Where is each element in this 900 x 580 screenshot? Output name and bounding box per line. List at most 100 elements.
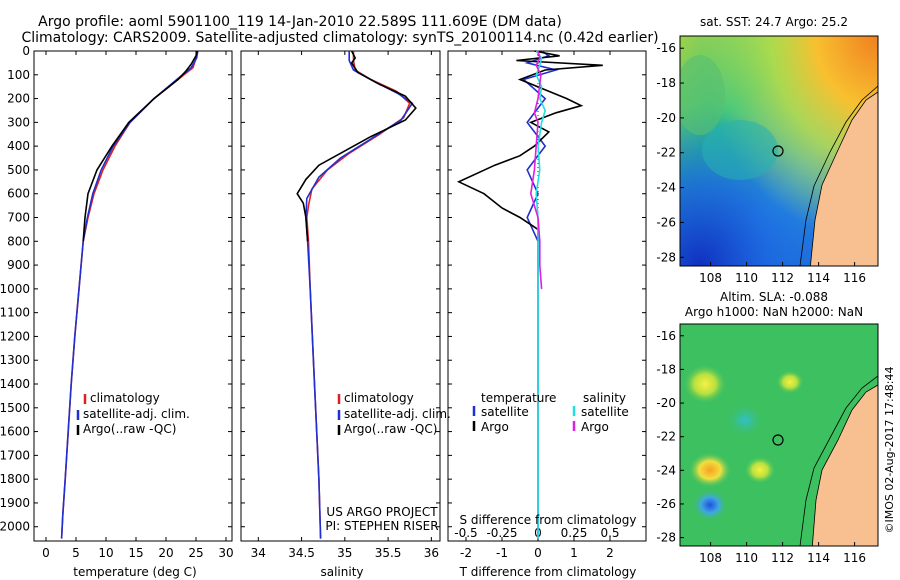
x-tick-label: 35.5 [375,546,402,560]
map-x-tick-label: 116 [843,271,866,285]
legend-label-s-satellite: satellite [581,405,629,419]
legend-label-climatology: climatology [344,391,414,405]
plot-frame [447,50,647,542]
x-tick-label: -2 [460,546,472,560]
y-tick-label: 1500 [0,401,30,415]
y-tick-label: 500 [7,163,30,177]
x-tick-label: 34.5 [288,546,315,560]
legend-title-temperature: temperature [481,391,556,405]
argo-position-marker [772,145,784,157]
x-tick-label: 25 [188,546,203,560]
x-tick-label: 10 [98,546,113,560]
temperature-legend: climatology satellite-adj. clim. Argo(..… [76,391,190,436]
salinity-panel: 34 34.5 35 35.5 36 [240,50,441,560]
series-line-salinity-argo [529,50,543,289]
temperature-panel: 0100200300400500600700800900100011001200… [0,44,234,560]
legend-label-satellite: satellite-adj. clim. [83,407,190,421]
y-tick-label: 1200 [0,329,30,343]
y-tick-label: 600 [7,187,30,201]
map-x-tick-label: 110 [735,271,758,285]
map-y-tick-label: -22 [656,430,676,444]
map-y-tick-label: -28 [656,531,676,545]
x-tick-label: 2 [606,546,614,560]
series-line-temperature-satellite [521,50,560,539]
land-mass [809,91,878,266]
series-line-argo-raw-qc- [82,50,198,242]
x-top-tick-label: 0.25 [561,526,588,540]
imos-stamp: ©IMOS 02-Aug-2017 17:48:44 [883,367,896,534]
temperature-xlabel: temperature (deg C) [73,565,196,579]
map-x-tick-label: 112 [771,551,794,565]
legend-label-t-satellite: satellite [481,405,529,419]
map-y-tick-label: -26 [656,497,676,511]
y-tick-label: 1900 [0,496,30,510]
map-x-tick-label: 114 [807,551,830,565]
x-top-tick-label: -0.5 [454,526,477,540]
difference-legend: temperature salinity satellite Argo sate… [472,391,629,434]
map-y-tick-label: -20 [656,111,676,125]
salinity-xlabel: salinity [320,565,363,579]
legend-label-climatology: climatology [90,391,160,405]
land-mass [811,384,878,546]
argo-position-marker [772,434,784,446]
map-y-tick-label: -18 [656,76,676,90]
map-y-tick-label: -28 [656,250,676,264]
map-y-tick-label: -24 [656,463,676,477]
x-tick-label: 30 [218,546,233,560]
map-y-tick-label: -24 [656,181,676,195]
x-tick-label: 15 [128,546,143,560]
y-tick-label: 0 [22,44,30,58]
series-line-argo-raw-qc- [296,50,417,242]
isobath-line [799,85,878,266]
sla-map-title: Altim. SLA: -0.088 [720,290,828,304]
y-tick-label: 800 [7,234,30,248]
x-tick-label: 36 [424,546,439,560]
map-x-tick-label: 108 [699,551,722,565]
y-tick-label: 200 [7,92,30,106]
map-y-tick-label: -16 [656,41,676,55]
header-line2: Climatology: CARS2009. Satellite-adjuste… [21,30,658,46]
pi-label: PI: STEPHEN RISER [325,519,438,533]
x-tick-label: 0 [534,546,542,560]
y-tick-label: 300 [7,115,30,129]
y-tick-label: 1700 [0,448,30,462]
sla-map-subtitle: Argo h1000: NaN h2000: NaN [685,305,863,319]
x-tick-label: 20 [158,546,173,560]
y-tick-label: 1800 [0,472,30,486]
difference-xlabel-top: S difference from climatology [460,513,637,527]
isobath-line [799,375,878,546]
sst-map [680,36,878,266]
salinity-legend: climatology satellite-adj. clim. Argo(..… [337,391,451,436]
map-x-tick-label: 114 [807,271,830,285]
x-top-tick-label: -0.25 [486,526,517,540]
x-tick-label: -1 [496,546,508,560]
y-tick-label: 1000 [0,282,30,296]
x-tick-label: 0 [42,546,50,560]
map-x-tick-label: 110 [735,551,758,565]
legend-label-t-argo: Argo [481,420,509,434]
y-tick-label: 400 [7,139,30,153]
plot-frame [33,50,233,542]
sla-map [680,324,878,546]
x-top-tick-label: 0.5 [600,526,619,540]
x-tick-label: 34 [251,546,266,560]
sla-map-frame [679,323,879,547]
plot-frame [240,50,441,542]
y-tick-label: 2000 [0,520,30,534]
project-label: US ARGO PROJECT [326,505,438,519]
map-y-tick-label: -22 [656,146,676,160]
legend-label-satellite: satellite-adj. clim. [344,407,451,421]
difference-xlabel: T difference from climatology [459,565,637,579]
y-tick-label: 100 [7,68,30,82]
y-tick-label: 1600 [0,425,30,439]
map-x-tick-label: 112 [771,271,794,285]
y-tick-label: 900 [7,258,30,272]
y-tick-label: 1300 [0,353,30,367]
map-y-tick-label: -26 [656,215,676,229]
y-tick-label: 1400 [0,377,30,391]
y-tick-label: 700 [7,211,30,225]
legend-label-argo: Argo(..raw -QC) [344,422,437,436]
map-y-tick-label: -16 [656,329,676,343]
x-tick-label: 1 [570,546,578,560]
